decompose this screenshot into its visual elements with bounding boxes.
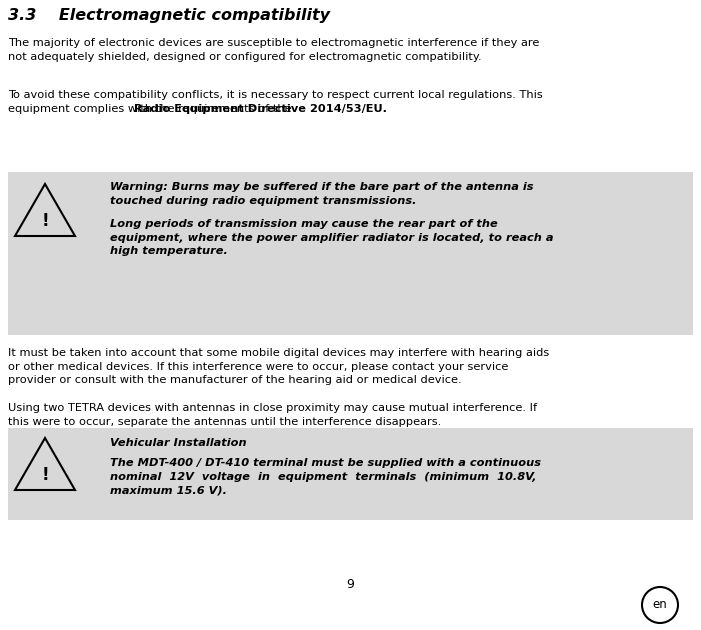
Text: !: ! <box>41 466 49 484</box>
Text: The MDT-400 / DT-410 terminal must be supplied with a continuous
nominal  12V  v: The MDT-400 / DT-410 terminal must be su… <box>110 459 541 496</box>
Text: Vehicular Installation: Vehicular Installation <box>110 438 247 448</box>
Text: 3.3    Electromagnetic compatibility: 3.3 Electromagnetic compatibility <box>8 8 330 23</box>
Text: en: en <box>653 598 667 612</box>
Text: equipment complies with the requirements of the: equipment complies with the requirements… <box>8 105 295 115</box>
Text: Long periods of transmission may cause the rear part of the
equipment, where the: Long periods of transmission may cause t… <box>110 219 554 256</box>
Text: It must be taken into account that some mobile digital devices may interfere wit: It must be taken into account that some … <box>8 348 550 385</box>
Text: Using two TETRA devices with antennas in close proximity may cause mutual interf: Using two TETRA devices with antennas in… <box>8 403 537 427</box>
Text: Warning: Burns may be suffered if the bare part of the antenna is
touched during: Warning: Burns may be suffered if the ba… <box>110 182 533 205</box>
Text: To avoid these compatibility conflicts, it is necessary to respect current local: To avoid these compatibility conflicts, … <box>8 90 543 100</box>
Text: !: ! <box>41 212 49 231</box>
Text: The majority of electronic devices are susceptible to electromagnetic interferen: The majority of electronic devices are s… <box>8 38 539 62</box>
Bar <box>8 172 693 335</box>
Text: Radio Equipment Directive 2014/53/EU.: Radio Equipment Directive 2014/53/EU. <box>135 105 388 115</box>
Bar <box>8 428 693 520</box>
Text: 9: 9 <box>346 578 355 592</box>
